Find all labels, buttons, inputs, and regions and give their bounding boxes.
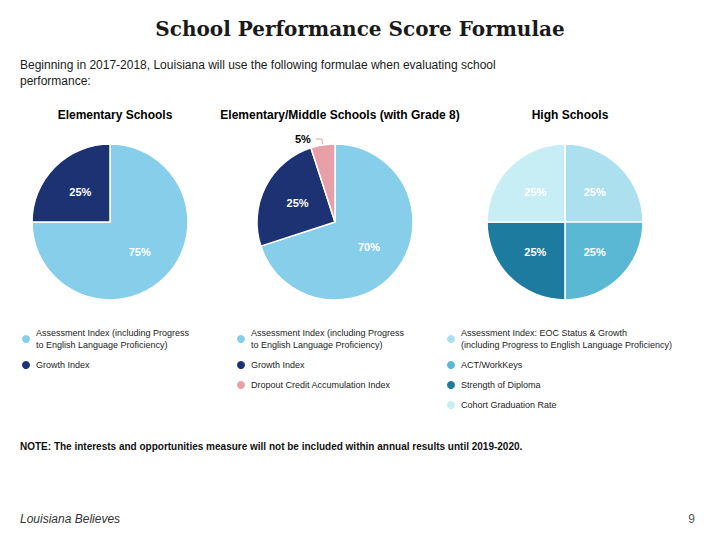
svg-text:to English Language Proficienc: to English Language Proficiency) [251, 340, 383, 350]
svg-text:ACT/WorkKeys: ACT/WorkKeys [461, 360, 523, 370]
svg-text:Dropout Credit Accumulation In: Dropout Credit Accumulation Index [251, 380, 391, 390]
svg-text:5%: 5% [295, 133, 311, 145]
svg-text:25%: 25% [69, 186, 91, 198]
svg-text:9: 9 [688, 512, 695, 526]
svg-text:Growth Index: Growth Index [36, 360, 90, 370]
svg-text:NOTE: The interests and opport: NOTE: The interests and opportunities me… [20, 441, 523, 452]
svg-text:performance:: performance: [20, 74, 91, 88]
svg-text:25%: 25% [524, 246, 546, 258]
svg-text:25%: 25% [584, 246, 606, 258]
svg-text:75%: 75% [129, 246, 151, 258]
svg-text:70%: 70% [358, 241, 380, 253]
svg-text:Elementary Schools: Elementary Schools [58, 108, 173, 122]
svg-text:Elementary/Middle Schools (wit: Elementary/Middle Schools (with Grade 8) [220, 108, 459, 122]
svg-text:25%: 25% [584, 186, 606, 198]
svg-text:Assessment Index (including Pr: Assessment Index (including Progress [36, 328, 190, 338]
svg-text:to English Language Proficienc: to English Language Proficiency) [36, 340, 168, 350]
svg-text:Louisiana Believes: Louisiana Believes [20, 512, 120, 526]
svg-text:25%: 25% [287, 197, 309, 209]
svg-text:School Performance Score Formu: School Performance Score Formulae [155, 17, 564, 41]
svg-text:Growth Index: Growth Index [251, 360, 305, 370]
svg-text:Assessment Index: EOC Status &: Assessment Index: EOC Status & Growth [461, 328, 627, 338]
svg-text:25%: 25% [524, 186, 546, 198]
svg-text:High Schools: High Schools [532, 108, 609, 122]
svg-text:Strength of Diploma: Strength of Diploma [461, 380, 541, 390]
svg-text:Beginning in 2017-2018, Louisi: Beginning in 2017-2018, Louisiana will u… [20, 58, 496, 72]
svg-text:(including Progress to English: (including Progress to English Language … [461, 340, 672, 350]
svg-text:Cohort Graduation Rate: Cohort Graduation Rate [461, 400, 557, 410]
svg-text:Assessment Index (including Pr: Assessment Index (including Progress [251, 328, 405, 338]
